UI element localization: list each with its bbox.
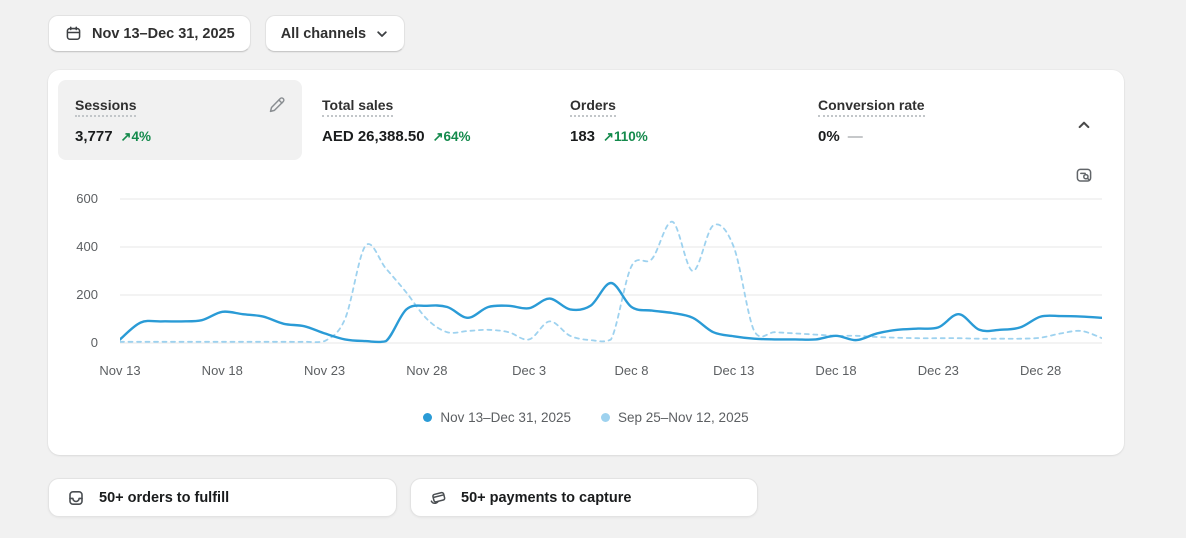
- analytics-card: Sessions 3,777 ↗4% Total sales AED 26,38…: [48, 70, 1124, 455]
- sessions-chart: [118, 198, 1104, 344]
- chevron-down-icon: [375, 27, 389, 41]
- legend-label: Nov 13–Dec 31, 2025: [440, 410, 571, 425]
- metric-tile-total-sales[interactable]: Total sales AED 26,388.50 ↗64%: [322, 97, 471, 145]
- y-tick-label: 400: [76, 239, 98, 254]
- metric-tile-conversion-rate[interactable]: Conversion rate 0% —: [818, 97, 925, 145]
- orders-to-fulfill-button[interactable]: 50+ orders to fulfill: [48, 478, 397, 517]
- metric-delta: ↗110%: [603, 129, 648, 144]
- legend-label: Sep 25–Nov 12, 2025: [617, 410, 749, 425]
- inbox-icon: [66, 488, 86, 508]
- magnify-report-icon: [1074, 165, 1094, 185]
- toolbar: Nov 13–Dec 31, 2025 All channels: [48, 15, 406, 52]
- orders-to-fulfill-label: 50+ orders to fulfill: [99, 489, 230, 506]
- collapse-chart-button[interactable]: [1072, 114, 1096, 138]
- x-axis-labels: Nov 13 Nov 18 Nov 23 Nov 28 Dec 3 Dec 8 Dec 13…: [99, 363, 1102, 383]
- x-tick-label: Dec 8: [614, 363, 649, 378]
- metric-label: Total sales: [322, 97, 394, 117]
- y-axis-labels: 0 200 400 600: [58, 70, 98, 370]
- metric-value: 0%: [818, 128, 840, 145]
- x-tick-label: Dec 3: [512, 363, 547, 378]
- explore-report-button[interactable]: [1072, 164, 1096, 188]
- x-tick-label: Dec 13: [713, 363, 755, 378]
- pencil-icon: [267, 95, 287, 115]
- legend-dot-previous-icon: [600, 413, 610, 422]
- metric-tile-orders[interactable]: Orders 183 ↗110%: [570, 97, 648, 145]
- chevron-up-icon: [1076, 117, 1092, 133]
- x-tick-label: Nov 28: [406, 363, 448, 378]
- metric-delta: ↗64%: [432, 129, 471, 144]
- x-tick-label: Nov 13: [99, 363, 141, 378]
- metric-delta-none: —: [847, 128, 863, 145]
- y-tick-label: 600: [76, 191, 98, 206]
- calendar-icon: [64, 24, 83, 43]
- metric-label: Orders: [570, 97, 616, 117]
- x-tick-label: Dec 28: [1020, 363, 1062, 378]
- metric-value: 3,777: [75, 128, 113, 145]
- series-line-previous: [119, 220, 1103, 344]
- metric-sessions: Sessions 3,777 ↗4%: [75, 97, 151, 145]
- x-tick-label: Nov 18: [201, 363, 243, 378]
- date-range-label: Nov 13–Dec 31, 2025: [92, 25, 235, 42]
- metric-value: AED 26,388.50: [322, 128, 425, 145]
- y-tick-label: 200: [76, 287, 98, 302]
- date-range-button[interactable]: Nov 13–Dec 31, 2025: [48, 15, 251, 52]
- metric-delta: ↗4%: [120, 129, 151, 144]
- x-tick-label: Dec 23: [917, 363, 959, 378]
- payments-to-capture-button[interactable]: 50+ payments to capture: [410, 478, 758, 517]
- footer-actions: 50+ orders to fulfill 50+ payments to ca…: [48, 478, 758, 517]
- legend-item-previous-period: Sep 25–Nov 12, 2025: [600, 410, 749, 425]
- legend-item-current-period: Nov 13–Dec 31, 2025: [423, 410, 571, 425]
- channels-dropdown-button[interactable]: All channels: [264, 15, 406, 52]
- payment-capture-icon: [428, 488, 448, 508]
- y-tick-label: 0: [90, 335, 98, 350]
- metric-label: Sessions: [75, 97, 137, 117]
- chart-area: [118, 190, 1104, 350]
- series-line-current: [118, 281, 1104, 344]
- edit-metric-button[interactable]: [266, 95, 288, 117]
- channels-label: All channels: [280, 25, 367, 42]
- metric-label: Conversion rate: [818, 97, 925, 117]
- x-tick-label: Dec 18: [815, 363, 857, 378]
- chart-legend: Nov 13–Dec 31, 2025 Sep 25–Nov 12, 2025: [48, 410, 1124, 425]
- payments-to-capture-label: 50+ payments to capture: [461, 489, 632, 506]
- legend-dot-current-icon: [423, 413, 433, 422]
- metric-value: 183: [570, 128, 596, 145]
- metric-tile-sessions[interactable]: Sessions 3,777 ↗4%: [58, 80, 302, 160]
- x-tick-label: Nov 23: [303, 363, 346, 378]
